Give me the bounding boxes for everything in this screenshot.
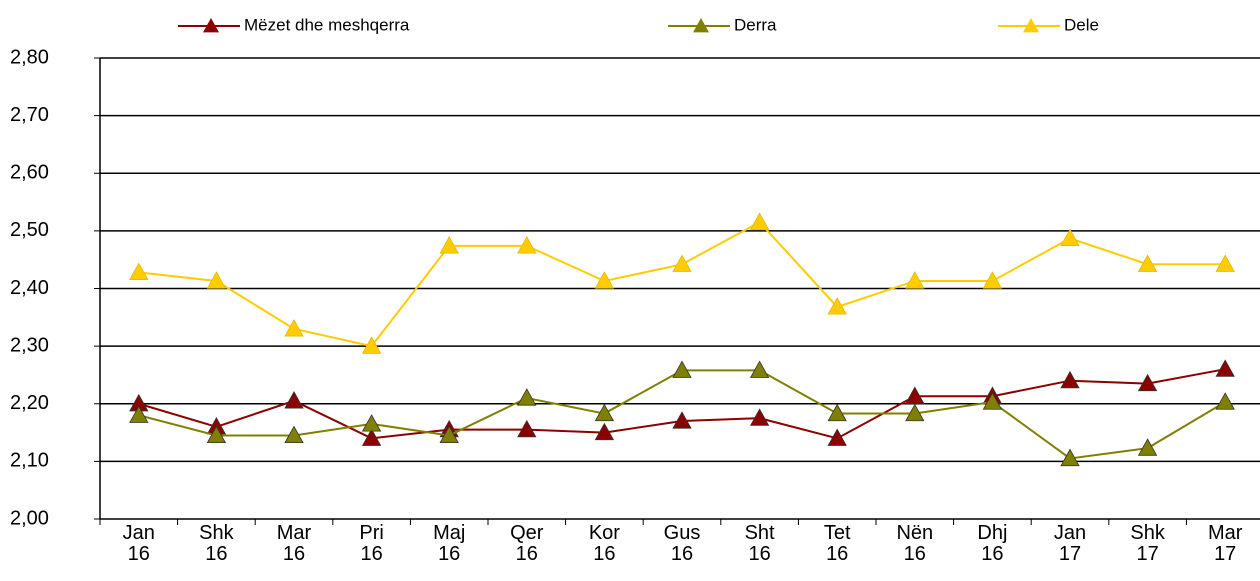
marker [439,425,459,444]
marker [1060,448,1080,467]
x-tick-label: Gus 16 [663,522,701,565]
x-tick-label: Maj 16 [433,522,466,565]
marker [1137,438,1158,456]
x-tick-label: Mar 17 [1207,522,1243,565]
x-tick-label: Dhj 16 [977,522,1008,565]
marker [129,262,149,280]
x-tick-label: Kor 16 [588,522,620,565]
marker [517,236,537,254]
series-line [138,220,1226,348]
legend-label: Mëzet dhe meshqerra [244,15,410,34]
x-tick-label: Jan 17 [1053,522,1087,565]
legend-marker [203,18,219,33]
y-tick-label: 2,50 [10,219,49,241]
marker [439,236,459,254]
marker [749,360,770,378]
marker [749,408,770,426]
marker [361,414,382,432]
marker [1215,392,1235,410]
y-tick-label: 2,00 [10,507,49,529]
y-tick-label: 2,20 [10,392,49,414]
marker [982,392,1003,410]
y-tick-label: 2,10 [10,450,49,472]
y-tick-label: 2,70 [10,104,49,126]
legend-label: Derra [734,15,777,34]
marker [827,297,847,315]
marker [749,212,770,230]
y-tick-label: 2,40 [10,277,49,299]
marker [672,411,692,429]
marker [284,319,304,337]
marker [284,425,304,444]
marker [905,403,925,422]
marker [594,403,615,422]
marker [1137,373,1158,392]
x-tick-label: Qer 16 [510,522,544,565]
x-tick-label: Jan 16 [122,522,155,565]
marker [206,425,227,444]
marker [672,254,692,272]
legend-marker [1023,18,1039,33]
marker [905,271,925,289]
marker [905,386,925,404]
y-tick-label: 2,30 [10,334,49,356]
x-tick-label: Pri 16 [359,522,384,565]
x-tick-label: Sht 16 [744,522,775,565]
marker [827,403,847,422]
marker [1137,254,1158,272]
marker [827,428,847,446]
x-tick-label: Tet 16 [823,522,851,565]
x-tick-label: Mar 16 [276,522,312,565]
marker [1060,370,1080,389]
marker [517,419,537,438]
marker [361,428,382,446]
x-tick-label: Shk 17 [1130,522,1165,565]
y-tick-label: 2,80 [10,46,49,68]
marker [594,271,615,289]
marker [129,405,149,423]
marker [594,422,615,441]
marker [1215,254,1235,272]
marker [1215,359,1235,377]
marker [982,271,1003,289]
x-tick-label: Shk 16 [199,522,234,565]
marker [361,336,382,354]
legend-marker [693,18,709,33]
legend-label: Dele [1064,15,1099,34]
marker [1060,228,1080,246]
marker [206,271,227,289]
marker [672,360,692,378]
marker [284,391,304,409]
marker [517,388,537,406]
y-tick-label: 2,60 [10,162,49,184]
x-tick-label: Nën 16 [896,522,934,565]
